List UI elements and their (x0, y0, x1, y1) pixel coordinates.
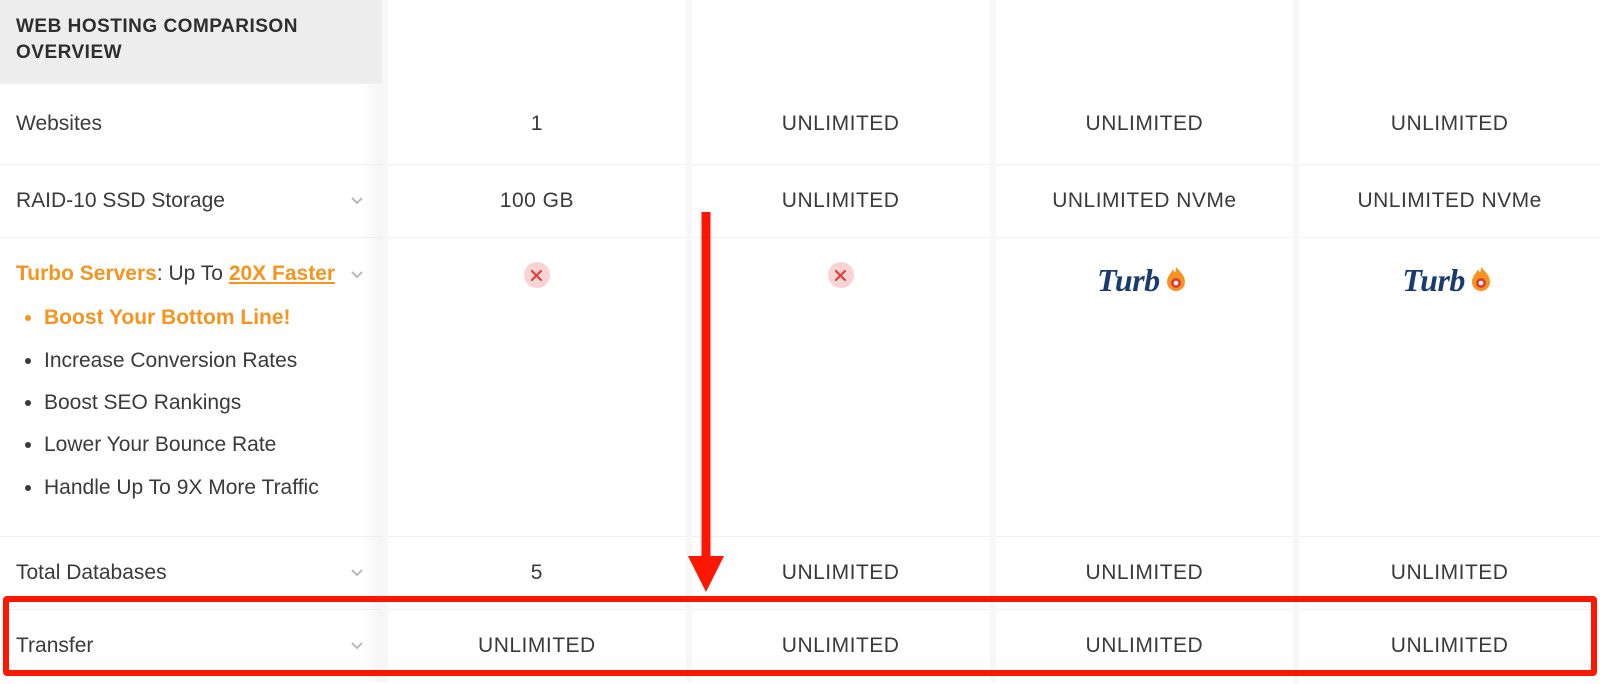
header-empty-4 (1296, 0, 1600, 84)
turbo-bullet-3: Boost SEO Rankings (44, 389, 366, 417)
chevron-down-icon (350, 268, 364, 282)
row-databases: Total Databases 5 UNLIMITED UNLIMITED UN… (0, 537, 1600, 610)
cell-databases-1: 5 (385, 537, 689, 610)
label-storage[interactable]: RAID-10 SSD Storage (0, 165, 385, 238)
x-icon (828, 262, 854, 288)
header-title-line1: WEB HOSTING COMPARISON (16, 16, 298, 37)
turbo-logo: Turb (1097, 262, 1192, 299)
cell-websites-2: UNLIMITED (689, 84, 993, 165)
x-icon (524, 262, 550, 288)
cell-websites-3: UNLIMITED (993, 84, 1297, 165)
flame-icon (1162, 265, 1190, 293)
label-websites: Websites (0, 84, 385, 165)
cell-transfer-3: UNLIMITED (993, 610, 1297, 683)
header-empty-3 (993, 0, 1297, 84)
comparison-table: WEB HOSTING COMPARISON OVERVIEW Websites… (0, 0, 1600, 682)
turbo-bullet-1: Boost Your Bottom Line! (44, 304, 366, 332)
row-turbo: Turbo Servers: Up To 20X Faster Boost Yo… (0, 238, 1600, 537)
header-empty-2 (689, 0, 993, 84)
turbo-20x-link[interactable]: 20X Faster (229, 262, 335, 285)
label-transfer-text: Transfer (16, 634, 93, 657)
turbo-logo-pre: Turb (1402, 262, 1465, 299)
turbo-label-line: Turbo Servers: Up To 20X Faster (16, 262, 335, 285)
header-row: WEB HOSTING COMPARISON OVERVIEW (0, 0, 1600, 84)
turbo-bullet-4: Lower Your Bounce Rate (44, 431, 366, 459)
turbo-bullet-2: Increase Conversion Rates (44, 347, 366, 375)
cell-transfer-4: UNLIMITED (1296, 610, 1600, 683)
turbo-logo: Turb (1402, 262, 1497, 299)
cell-websites-4: UNLIMITED (1296, 84, 1600, 165)
turbo-label-rest: : Up To (157, 262, 229, 285)
cell-transfer-1: UNLIMITED (385, 610, 689, 683)
chevron-down-icon (350, 194, 364, 208)
cell-databases-2: UNLIMITED (689, 537, 993, 610)
turbo-bullet-list: Boost Your Bottom Line! Increase Convers… (20, 304, 366, 502)
row-websites: Websites 1 UNLIMITED UNLIMITED UNLIMITED (0, 84, 1600, 165)
label-transfer[interactable]: Transfer (0, 610, 385, 683)
table-header-title: WEB HOSTING COMPARISON OVERVIEW (0, 0, 385, 84)
row-storage: RAID-10 SSD Storage 100 GB UNLIMITED UNL… (0, 165, 1600, 238)
turbo-bullet-5: Handle Up To 9X More Traffic (44, 474, 366, 502)
cell-databases-3: UNLIMITED (993, 537, 1297, 610)
cell-turbo-4: Turb (1296, 238, 1600, 537)
cell-turbo-3: Turb (993, 238, 1297, 537)
label-turbo[interactable]: Turbo Servers: Up To 20X Faster Boost Yo… (0, 238, 385, 537)
cell-storage-1: 100 GB (385, 165, 689, 238)
chevron-down-icon (350, 639, 364, 653)
header-title-line2: OVERVIEW (16, 42, 122, 63)
label-websites-text: Websites (16, 112, 102, 135)
cell-transfer-2: UNLIMITED (689, 610, 993, 683)
label-storage-text: RAID-10 SSD Storage (16, 189, 225, 212)
cell-databases-4: UNLIMITED (1296, 537, 1600, 610)
label-databases-text: Total Databases (16, 561, 167, 584)
cell-storage-2: UNLIMITED (689, 165, 993, 238)
turbo-logo-pre: Turb (1097, 262, 1160, 299)
cell-websites-1: 1 (385, 84, 689, 165)
cell-storage-4: UNLIMITED NVMe (1296, 165, 1600, 238)
header-empty-1 (385, 0, 689, 84)
chevron-down-icon (350, 566, 364, 580)
flame-icon (1467, 265, 1495, 293)
cell-storage-3: UNLIMITED NVMe (993, 165, 1297, 238)
cell-turbo-1 (385, 238, 689, 537)
row-transfer: Transfer UNLIMITED UNLIMITED UNLIMITED U… (0, 610, 1600, 683)
label-databases[interactable]: Total Databases (0, 537, 385, 610)
turbo-servers-link[interactable]: Turbo Servers (16, 262, 157, 285)
cell-turbo-2 (689, 238, 993, 537)
